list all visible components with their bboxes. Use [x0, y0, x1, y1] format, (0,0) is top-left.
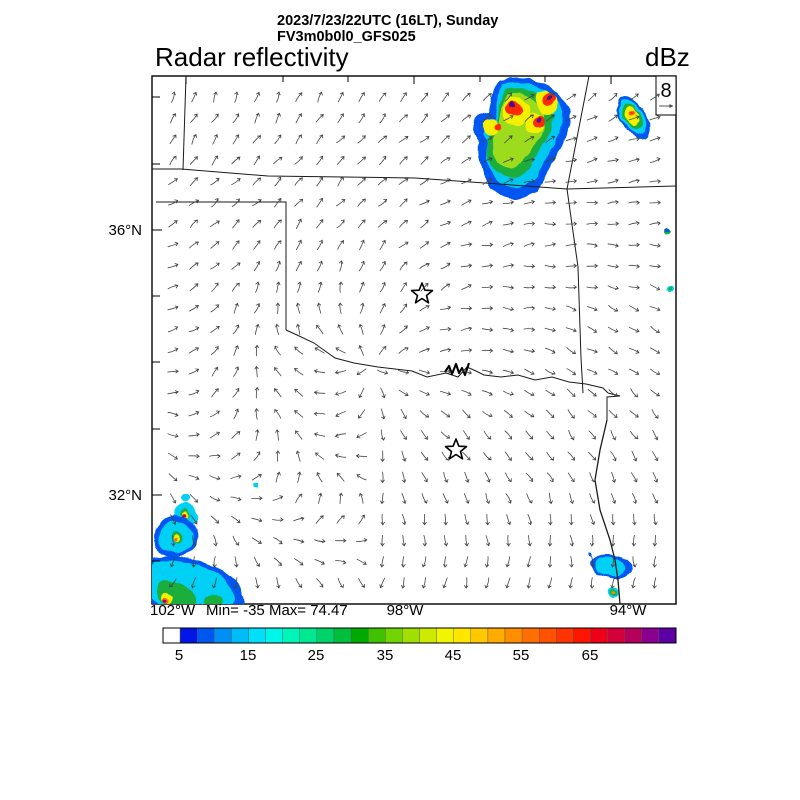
- svg-text:25: 25: [308, 647, 325, 664]
- svg-text:98°W: 98°W: [387, 602, 425, 619]
- svg-text:102°W: 102°W: [150, 602, 196, 619]
- svg-text:15: 15: [240, 647, 257, 664]
- svg-text:32°N: 32°N: [108, 487, 142, 504]
- svg-text:55: 55: [513, 647, 530, 664]
- svg-text:Min= -35 Max= 74.47: Min= -35 Max= 74.47: [206, 602, 348, 619]
- svg-text:8: 8: [660, 80, 671, 102]
- svg-text:65: 65: [582, 647, 599, 664]
- svg-text:45: 45: [445, 647, 462, 664]
- svg-text:5: 5: [175, 647, 183, 664]
- svg-text:36°N: 36°N: [108, 222, 142, 239]
- svg-text:94°W: 94°W: [610, 602, 648, 619]
- svg-text:35: 35: [377, 647, 394, 664]
